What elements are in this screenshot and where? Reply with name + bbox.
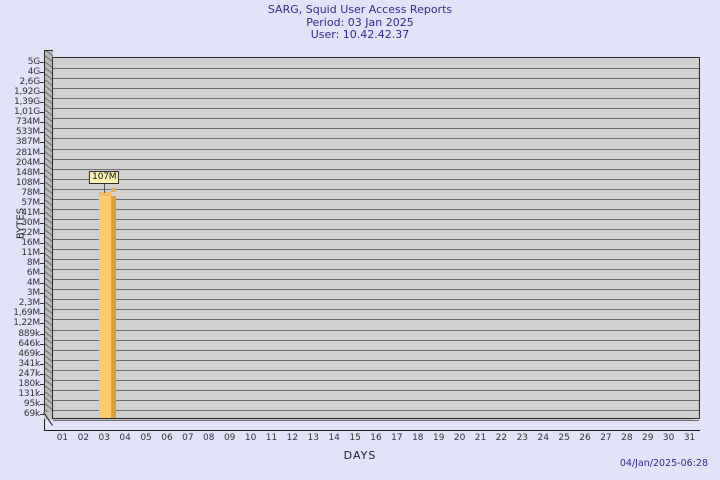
y-axis-labels: 5G 4G 2,6G 1,92G 1,39G 1,01G 734M 533M 387M 281M 2… bbox=[0, 57, 40, 419]
y-axis-label: 69k bbox=[23, 408, 40, 419]
y-axis-label: 1,39G bbox=[13, 97, 40, 108]
x-axis-label: 01 bbox=[56, 433, 69, 443]
x-axis-label: 27 bbox=[600, 433, 612, 443]
y-axis-label: 11M bbox=[21, 248, 40, 259]
y-axis-label: 1,01G bbox=[13, 107, 40, 118]
x-axis-label: 11 bbox=[265, 433, 278, 443]
y-axis-label: 108M bbox=[15, 177, 40, 188]
x-axis-labels: 01 02 03 04 05 06 07 08 09 10 11 12 13 14 15 16 17 18 19 20… bbox=[0, 433, 720, 447]
plot-canvas bbox=[52, 57, 700, 421]
plot-left-extrusion bbox=[44, 50, 53, 412]
y-axis-label: 3M bbox=[26, 288, 40, 299]
x-axis-label: 31 bbox=[683, 433, 696, 443]
x-axis-label: 03 bbox=[98, 433, 110, 443]
x-axis-label: 26 bbox=[579, 433, 591, 443]
gridlines bbox=[53, 58, 699, 421]
y-axis-label: 22M bbox=[21, 227, 40, 238]
y-axis-label: 469k bbox=[18, 348, 40, 359]
y-axis-label: 533M bbox=[15, 127, 40, 138]
y-axis-label: 131k bbox=[18, 388, 40, 399]
x-axis-label: 16 bbox=[370, 433, 382, 443]
chart-user: User: 10.42.42.37 bbox=[310, 28, 410, 41]
x-axis-label: 23 bbox=[516, 433, 529, 443]
y-axis-label: 281M bbox=[15, 147, 40, 158]
x-axis-label: 09 bbox=[223, 433, 236, 443]
y-axis-label: 95k bbox=[23, 398, 40, 409]
y-axis-label: 341k bbox=[18, 358, 40, 369]
y-axis-label: 889k bbox=[18, 328, 40, 339]
generated-timestamp: 04/Jan/2025-06:28 bbox=[619, 458, 708, 469]
y-axis-label: 30M bbox=[21, 217, 40, 228]
x-axis-label: 04 bbox=[119, 433, 131, 443]
bar-value-label: 107M bbox=[89, 170, 120, 184]
x-axis-label: 02 bbox=[77, 433, 90, 443]
x-axis-label: 10 bbox=[244, 433, 257, 443]
x-axis-title: DAYS bbox=[343, 449, 377, 462]
x-axis-label: 13 bbox=[307, 433, 320, 443]
axis-perspective-line bbox=[43, 412, 56, 431]
y-axis-label: 204M bbox=[15, 157, 40, 168]
x-axis-label: 06 bbox=[161, 433, 173, 443]
chart-title: SARG, Squid User Access Reports bbox=[267, 3, 453, 16]
bar-label-stem bbox=[104, 183, 106, 193]
x-axis-label: 19 bbox=[432, 433, 445, 443]
y-axis-label: 1,92G bbox=[13, 87, 40, 98]
x-axis-label: 30 bbox=[662, 433, 675, 443]
x-axis-label: 20 bbox=[453, 433, 466, 443]
y-axis-label: 2,6G bbox=[19, 77, 41, 88]
y-axis-label: 4G bbox=[27, 67, 41, 78]
y-axis-label: 1,22M bbox=[13, 318, 40, 329]
y-axis-label: 1,69M bbox=[13, 308, 40, 319]
y-axis-ticks bbox=[40, 57, 45, 419]
y-axis-label: 6M bbox=[26, 268, 40, 279]
y-axis-label: 646k bbox=[18, 338, 40, 349]
x-axis-label: 18 bbox=[412, 433, 424, 443]
y-axis-label: 57M bbox=[21, 197, 40, 208]
x-axis-label: 12 bbox=[286, 433, 299, 443]
y-axis-label: 16M bbox=[21, 238, 40, 249]
y-axis-label: 247k bbox=[18, 368, 40, 379]
y-axis-label: 41M bbox=[21, 207, 40, 218]
x-axis-label: 25 bbox=[558, 433, 570, 443]
x-axis-label: 24 bbox=[537, 433, 549, 443]
chart-header: SARG, Squid User Access Reports Period: … bbox=[0, 3, 720, 42]
y-axis-label: 4M bbox=[26, 278, 40, 289]
x-axis-label: 07 bbox=[182, 433, 194, 443]
y-axis-label: 8M bbox=[26, 258, 40, 269]
y-axis-label: 180k bbox=[18, 378, 40, 389]
y-axis-label: 78M bbox=[21, 187, 40, 198]
chart-period: Period: 03 Jan 2025 bbox=[306, 15, 414, 29]
x-axis-label: 21 bbox=[474, 433, 487, 443]
x-axis-label: 22 bbox=[495, 433, 508, 443]
x-axis-label: 17 bbox=[391, 433, 403, 443]
y-axis-label: 734M bbox=[15, 117, 40, 128]
x-axis-label: 29 bbox=[642, 433, 654, 443]
x-axis-label: 28 bbox=[621, 433, 633, 443]
x-axis-label: 15 bbox=[349, 433, 361, 443]
y-axis-label: 2,3M bbox=[18, 298, 40, 309]
y-axis-line bbox=[44, 419, 45, 431]
x-axis-label: 05 bbox=[140, 433, 152, 443]
y-axis-label: 5G bbox=[27, 57, 41, 68]
x-axis-line bbox=[44, 430, 700, 431]
x-axis-label: 14 bbox=[328, 433, 340, 443]
y-axis-label: 387M bbox=[15, 137, 40, 148]
x-axis-label: 08 bbox=[203, 433, 215, 443]
y-axis-label: 148M bbox=[15, 167, 40, 178]
y-axis-title: BYTES bbox=[15, 207, 27, 240]
